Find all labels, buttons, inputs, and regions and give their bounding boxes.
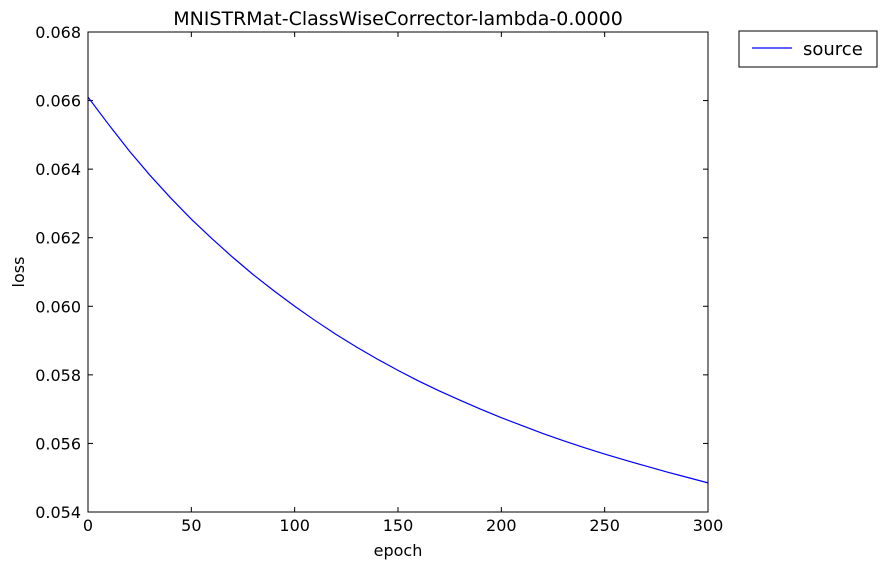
x-tick-label: 0	[83, 516, 93, 535]
y-tick-label: 0.064	[35, 160, 81, 179]
y-tick-label: 0.058	[35, 366, 81, 385]
y-tick-label: 0.054	[35, 503, 81, 522]
x-tick-label: 150	[383, 516, 414, 535]
x-tick-label: 50	[181, 516, 201, 535]
x-axis: 0 50 100 150 200 250 300	[83, 32, 723, 535]
y-tick-label: 0.068	[35, 23, 81, 42]
y-tick-label: 0.060	[35, 297, 81, 316]
y-axis-title: loss	[9, 257, 28, 288]
plot-area	[88, 32, 708, 512]
x-tick-label: 300	[693, 516, 724, 535]
y-tick-label: 0.056	[35, 434, 81, 453]
y-axis: 0.054 0.056 0.058 0.060 0.062 0.064 0.066 0.068	[35, 23, 708, 522]
legend-label-source: source	[803, 39, 863, 60]
x-tick-label: 100	[279, 516, 310, 535]
legend-box	[738, 30, 878, 68]
chart-title: MNISTRMat-ClassWiseCorrector-lambda-0.00…	[173, 8, 623, 30]
x-tick-label: 250	[589, 516, 620, 535]
plot-frame	[87, 31, 709, 513]
y-tick-label: 0.066	[35, 92, 81, 111]
y-tick-label: 0.062	[35, 229, 81, 248]
series-line-source	[87, 96, 709, 484]
legend: source	[738, 30, 878, 68]
x-tick-label: 200	[486, 516, 517, 535]
x-axis-title: epoch	[374, 541, 423, 560]
